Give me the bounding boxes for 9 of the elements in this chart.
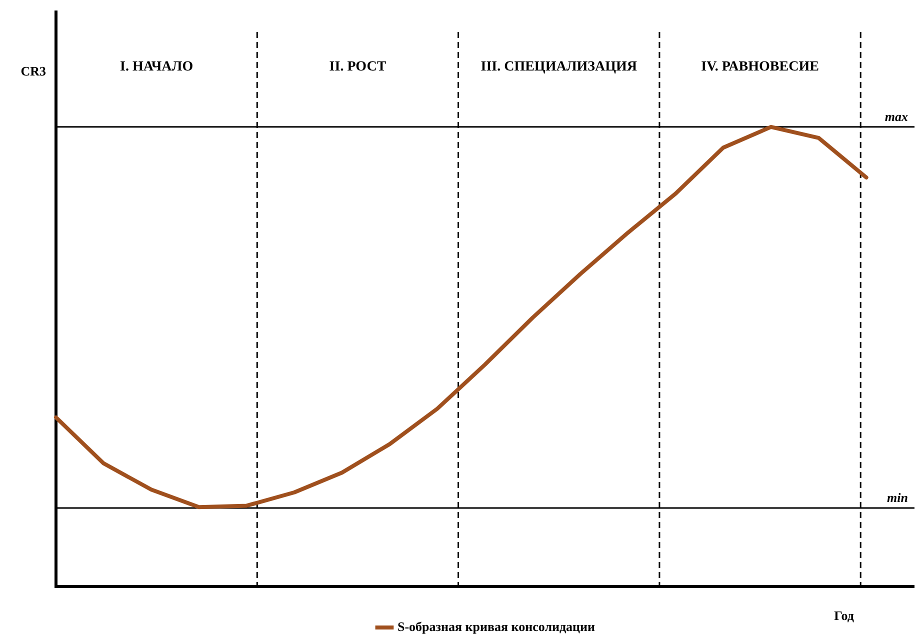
y-axis-title: CR3	[20, 63, 46, 78]
series-label: min	[887, 490, 908, 505]
series-label: max	[884, 108, 908, 124]
x-axis-title: Год	[834, 608, 854, 623]
text: II. РОСТ	[329, 60, 387, 75]
text: IV. РАВНОВЕСИЕ	[701, 60, 819, 75]
text: I. НАЧАЛО	[120, 60, 194, 75]
text: III. СПЕЦИАЛИЗАЦИЯ	[480, 60, 638, 75]
legend-label: S-образная кривая консолидации	[397, 618, 596, 634]
